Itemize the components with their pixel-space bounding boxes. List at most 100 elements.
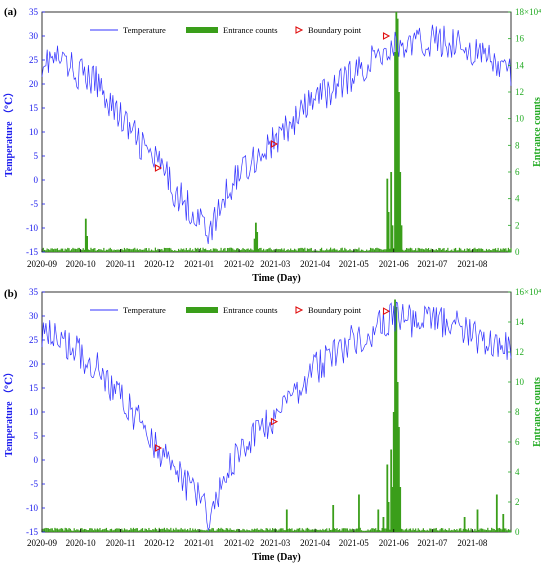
- entrance-bar: [291, 528, 293, 532]
- x-tick-label: 2020-10: [66, 259, 96, 269]
- entrance-bar: [52, 530, 55, 532]
- entrance-bar: [411, 248, 413, 252]
- entrance-bar: [304, 530, 306, 532]
- entrance-bar: [99, 527, 101, 532]
- entrance-bar: [110, 249, 113, 252]
- entrance-bar: [402, 249, 404, 252]
- legend-boundary-label: Boundary point: [308, 305, 362, 315]
- entrance-bar: [47, 528, 50, 532]
- entrance-bar: [185, 247, 187, 252]
- entrance-bar: [95, 529, 97, 532]
- entrance-bar: [193, 250, 195, 252]
- entrance-bar: [96, 528, 99, 532]
- entrance-bar: [359, 527, 361, 532]
- entrance-bar: [292, 250, 294, 252]
- entrance-bar: [473, 248, 475, 252]
- entrance-bar: [168, 247, 171, 252]
- entrance-bar: [194, 528, 196, 532]
- entrance-bar: [68, 528, 70, 532]
- entrance-bar: [210, 529, 212, 532]
- panel-a: -15 -10 -5 0 5 10 15 20 25 30 35 0 2 4 6 8 10 12 14 16 18×10…: [2, 6, 543, 284]
- y-left-tick-label: 0: [34, 455, 39, 465]
- entrance-bar: [413, 250, 415, 252]
- entrance-bar: [385, 249, 387, 252]
- entrance-bar: [290, 248, 292, 252]
- entrance-bar: [363, 530, 365, 532]
- entrance-bar: [449, 530, 452, 532]
- entrance-bar: [153, 529, 155, 532]
- entrance-bar: [457, 530, 459, 532]
- x-tick-label: 2020-09: [27, 538, 57, 548]
- entrance-bar: [263, 248, 265, 252]
- entrance-bar: [259, 529, 261, 532]
- entrance-bar: [284, 530, 287, 532]
- entrance-bar: [58, 250, 60, 252]
- entrance-bar: [176, 529, 178, 532]
- entrance-bar: [363, 250, 365, 252]
- entrance-bar: [67, 247, 69, 252]
- entrance-bar: [162, 250, 164, 252]
- entrance-bar: [372, 528, 374, 532]
- entrance-bar: [279, 528, 281, 532]
- entrance-bar: [442, 248, 444, 252]
- entrance-bar: [339, 250, 341, 252]
- entrance-bar: [55, 528, 57, 532]
- entrance-bar: [467, 248, 470, 252]
- entrance-bar: [323, 530, 325, 532]
- entrance-bar: [263, 530, 265, 532]
- entrance-bar: [55, 248, 57, 252]
- entrance-bar: [91, 249, 93, 252]
- entrance-bar: [447, 247, 449, 252]
- entrance-bar: [214, 530, 216, 532]
- y-right-tick-label: 18×10⁴: [515, 7, 541, 17]
- x-tick-label: 2021-01: [184, 259, 214, 269]
- entrance-bar: [103, 247, 105, 252]
- y-left-axis-title: Temperature （℃）: [2, 87, 15, 177]
- entrance-bar: [92, 530, 95, 532]
- entrance-bar: [510, 248, 512, 252]
- entrance-bar: [156, 529, 158, 532]
- entrance-bar: [317, 529, 319, 532]
- entrance-bar: [107, 530, 109, 532]
- entrance-bar: [60, 248, 62, 252]
- entrance-bar: [399, 172, 402, 252]
- entrance-bar: [100, 530, 102, 532]
- entrance-bar: [148, 248, 150, 252]
- entrance-bar: [500, 248, 502, 252]
- entrance-bar: [344, 247, 346, 252]
- entrance-bar: [281, 248, 283, 252]
- entrance-bar: [489, 530, 491, 532]
- entrance-bar: [277, 249, 279, 252]
- entrance-bar: [234, 530, 236, 532]
- entrance-bar: [417, 528, 419, 532]
- entrance-bar: [284, 250, 287, 252]
- entrance-bar: [454, 247, 457, 252]
- y-left-tick-label: -15: [26, 247, 38, 257]
- entrance-bar: [228, 529, 230, 532]
- x-tick-label: 2021-06: [379, 259, 409, 269]
- entrance-bar: [350, 250, 352, 252]
- entrance-bar: [404, 529, 406, 532]
- entrance-bar: [220, 527, 222, 532]
- y-left-tick-label: 25: [29, 335, 39, 345]
- entrance-bar: [221, 528, 223, 532]
- entrance-bar: [493, 248, 495, 252]
- entrance-bar: [206, 529, 208, 532]
- entrance-bar: [445, 529, 448, 532]
- entrance-bar: [225, 528, 227, 532]
- entrance-bar: [232, 529, 234, 532]
- entrance-bar: [293, 529, 296, 532]
- entrance-bar: [113, 529, 115, 532]
- entrance-bar: [311, 529, 314, 532]
- entrance-bar: [319, 529, 321, 532]
- entrance-bar: [444, 528, 446, 532]
- entrance-bar: [228, 248, 230, 252]
- entrance-bar: [87, 249, 89, 252]
- entrance-bar: [318, 529, 320, 532]
- entrance-bar: [68, 248, 70, 252]
- y-left-tick-label: 25: [29, 55, 39, 65]
- entrance-bar: [96, 250, 99, 252]
- entrance-bar: [372, 248, 374, 252]
- entrance-bar: [492, 528, 494, 532]
